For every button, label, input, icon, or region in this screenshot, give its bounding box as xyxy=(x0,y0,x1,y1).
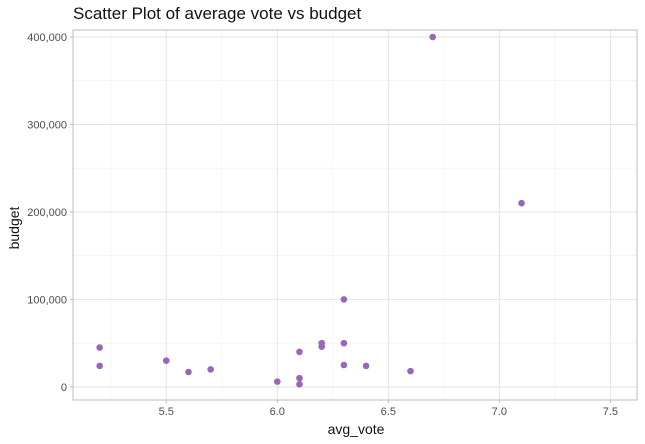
data-point xyxy=(162,357,170,364)
y-tick-label: 300,000 xyxy=(27,119,67,131)
data-point xyxy=(318,343,325,350)
x-tick-label: 7.5 xyxy=(603,406,618,418)
data-point xyxy=(429,33,437,41)
x-axis-label: avg_vote xyxy=(327,421,385,437)
data-point xyxy=(407,367,414,375)
panel-border xyxy=(72,29,638,401)
y-tick-label: 400,000 xyxy=(27,32,67,44)
x-axis-ticks: 5.5 6.0 6.5 7.0 7.5 xyxy=(159,400,618,418)
x-tick-label: 6.5 xyxy=(381,406,396,418)
chart-title: Scatter Plot of average vote vs budget xyxy=(73,4,362,23)
data-point xyxy=(518,199,525,207)
data-point xyxy=(296,374,303,382)
data-point xyxy=(96,344,103,351)
major-gridlines xyxy=(73,30,637,400)
y-tick-label: 0 xyxy=(61,382,67,394)
x-tick-label: 7.0 xyxy=(492,406,507,418)
data-point xyxy=(207,366,214,373)
data-point xyxy=(296,380,303,388)
data-point xyxy=(96,362,103,370)
data-point xyxy=(340,361,348,369)
data-point xyxy=(296,348,303,356)
data-point xyxy=(340,296,348,303)
data-point xyxy=(340,339,348,347)
data-point xyxy=(362,362,370,370)
x-tick-label: 5.5 xyxy=(159,406,174,418)
y-tick-label: 100,000 xyxy=(27,294,67,306)
x-tick-label: 6.0 xyxy=(270,406,285,418)
y-axis-ticks: 0 100,000 200,000 300,000 400,000 xyxy=(27,32,73,394)
minor-gridlines xyxy=(73,30,637,400)
data-point xyxy=(273,378,281,385)
y-tick-label: 200,000 xyxy=(27,207,67,219)
data-point xyxy=(185,368,192,376)
data-points xyxy=(96,33,525,388)
